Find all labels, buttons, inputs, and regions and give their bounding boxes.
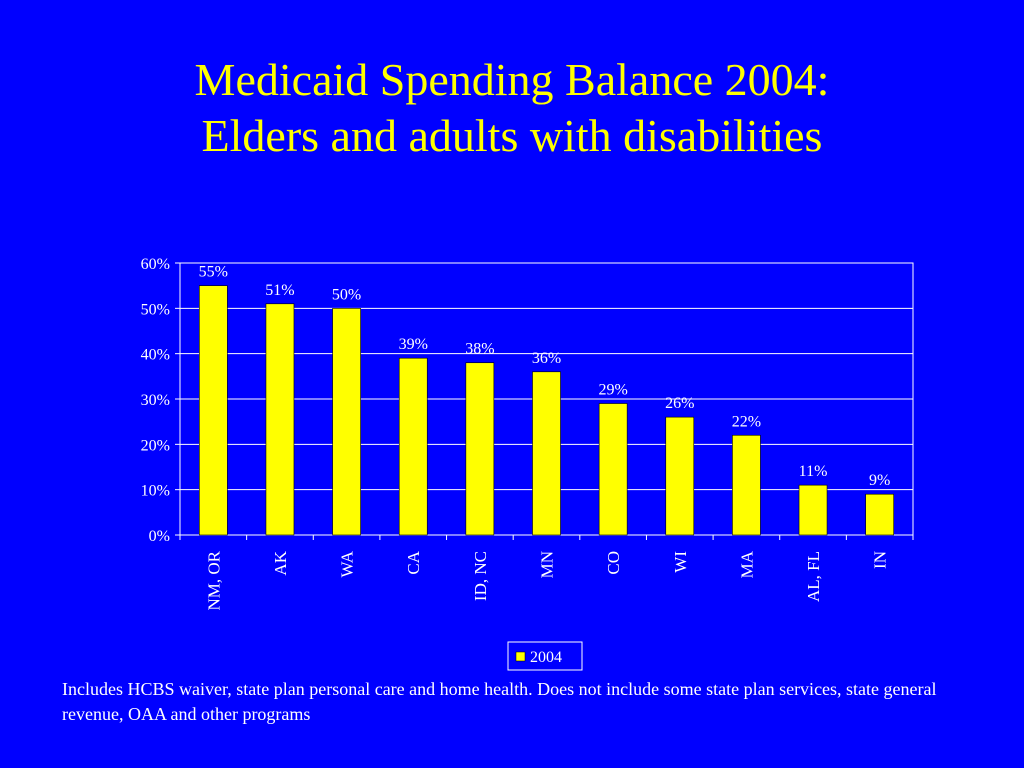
bar (798, 484, 828, 536)
x-tick-label: WA (338, 550, 357, 577)
bar (865, 493, 894, 536)
slide-title: Medicaid Spending Balance 2004: Elders a… (0, 52, 1024, 164)
bar (199, 285, 228, 536)
y-tick-label: 0% (149, 528, 170, 545)
data-label: 11% (799, 463, 828, 480)
x-tick-label: MN (538, 551, 557, 578)
data-label: 29% (598, 382, 627, 399)
legend-swatch (515, 651, 526, 662)
data-label: 36% (532, 350, 561, 367)
data-label: 39% (399, 336, 428, 353)
title-line-2: Elders and adults with disabilities (201, 110, 823, 161)
y-tick-label: 20% (141, 437, 170, 454)
bar-chart: 0% 10% 20% 30% 40% 50% 60% 55% NM, OR 51% AK 50% WA 3… (141, 256, 914, 671)
y-tick-label: 60% (141, 256, 170, 273)
y-tick-label: 50% (141, 301, 170, 318)
bar (732, 434, 761, 536)
x-tick-label: ID, NC (471, 551, 490, 601)
x-tick-label: AK (271, 550, 290, 575)
bar (398, 357, 428, 536)
y-tick-label: 40% (141, 347, 170, 364)
x-tick-label: CO (604, 551, 623, 575)
footnote: Includes HCBS waiver, state plan persona… (62, 679, 937, 724)
data-label: 9% (869, 472, 890, 489)
x-tick-label: CA (404, 550, 423, 574)
legend-label: 2004 (530, 649, 562, 666)
y-tick-label: 30% (141, 392, 170, 409)
x-tick-label: WI (671, 551, 690, 573)
data-label: 50% (332, 286, 361, 303)
data-label: 26% (665, 395, 694, 412)
data-label: 22% (732, 413, 761, 430)
bar (332, 308, 361, 536)
data-label: 51% (265, 282, 294, 299)
data-label: 38% (465, 341, 494, 358)
bar (532, 371, 561, 536)
x-tick-label: IN (871, 551, 890, 569)
x-tick-label: MA (737, 550, 756, 578)
bar (598, 403, 628, 536)
bar (465, 362, 495, 536)
data-label: 55% (199, 264, 228, 281)
x-tick-label: NM, OR (204, 550, 223, 610)
title-line-1: Medicaid Spending Balance 2004: (194, 54, 830, 105)
bar (665, 416, 695, 536)
x-tick-label: AL, FL (804, 551, 823, 602)
y-tick-label: 10% (141, 483, 170, 500)
bar (265, 303, 295, 536)
